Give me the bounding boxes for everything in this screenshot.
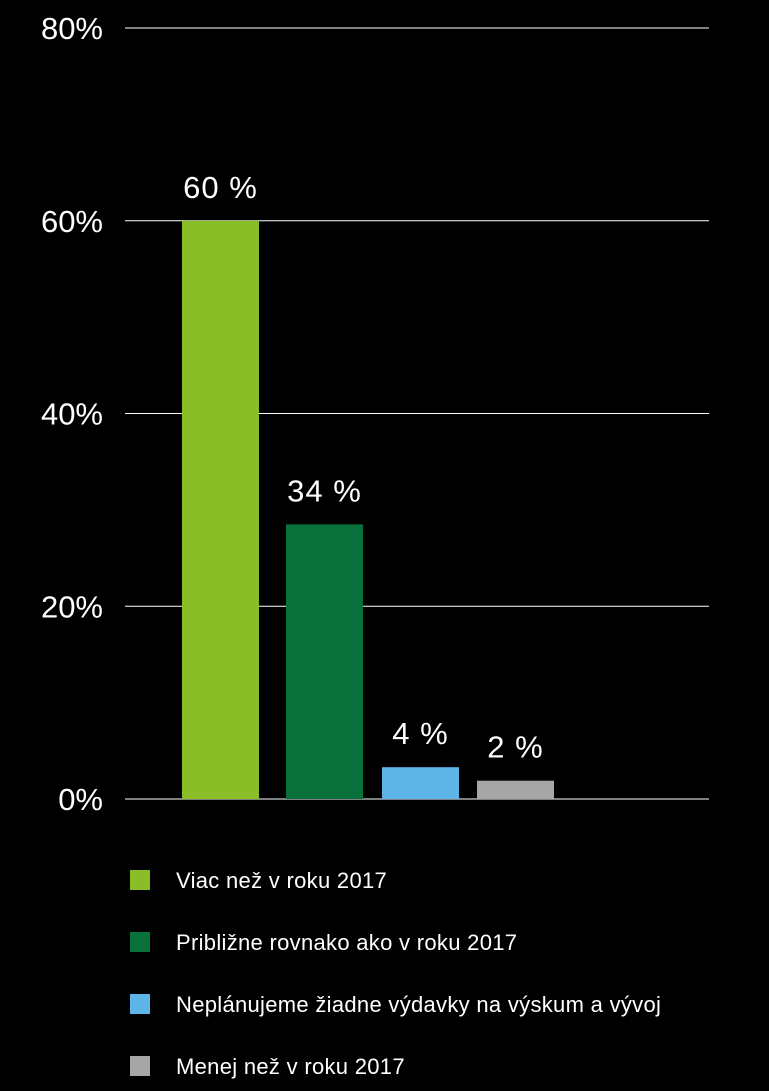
y-axis-tick-labels: 0% 20% 40% 60% 80% [41,11,103,817]
legend-label: Menej než v roku 2017 [176,1054,405,1079]
y-tick-label: 0% [58,782,103,817]
legend-swatch [130,994,150,1014]
y-tick-label: 60% [41,204,103,239]
y-tick-label: 20% [41,589,103,624]
data-label: 34 % [287,473,362,508]
y-tick-label: 40% [41,397,103,432]
data-label: 60 % [183,170,258,205]
legend-swatch [130,1056,150,1076]
bars [182,220,554,799]
legend: Viac než v roku 2017 Približne rovnako ak… [130,868,661,1079]
data-label: 4 % [392,716,448,751]
bar [382,767,459,799]
data-labels: 60 % 34 % 4 % 2 % [183,170,543,765]
legend-swatch [130,870,150,890]
legend-label: Neplánujeme žiadne výdavky na výskum a v… [176,992,661,1017]
bar [182,220,259,799]
legend-label: Viac než v roku 2017 [176,868,387,893]
data-label: 2 % [487,730,543,765]
legend-swatch [130,932,150,952]
bar [477,780,554,799]
y-tick-label: 80% [41,11,103,46]
bar [286,524,363,799]
legend-label: Približne rovnako ako v roku 2017 [176,930,517,955]
